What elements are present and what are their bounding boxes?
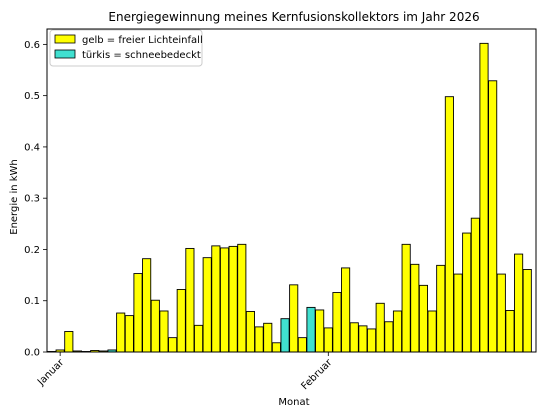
y-tick-label: 0.0 (24, 348, 40, 359)
bar (462, 232, 472, 353)
bar (444, 96, 454, 353)
y-tick-label: 0.3 (24, 194, 40, 205)
bar (297, 337, 307, 353)
y-tick-label: 0.2 (24, 245, 40, 256)
bar (401, 243, 411, 353)
bar (159, 310, 169, 353)
bar (410, 263, 420, 353)
bar (323, 327, 333, 353)
y-tick-label: 0.5 (24, 91, 40, 102)
bar (315, 309, 325, 353)
bar (116, 312, 126, 353)
bar (280, 318, 290, 353)
y-tick-label: 0.6 (24, 40, 40, 51)
bar (185, 247, 195, 353)
bar (427, 310, 437, 353)
bar (436, 264, 446, 353)
bar (124, 315, 134, 353)
legend-box (49, 29, 203, 67)
bar (496, 273, 506, 353)
bar (505, 310, 515, 353)
bar (349, 322, 359, 353)
bar (193, 324, 204, 353)
bar (271, 342, 281, 353)
y-axis-label: Energie in kWh (9, 159, 20, 235)
bar (488, 80, 498, 353)
bar (150, 299, 160, 353)
bar (479, 42, 489, 353)
bar (514, 253, 524, 353)
bar (211, 245, 221, 353)
bar (375, 302, 385, 353)
bar (168, 337, 178, 353)
bar (263, 322, 273, 353)
bar (392, 310, 403, 353)
bar (64, 331, 74, 353)
bar (470, 217, 480, 353)
bar (245, 311, 256, 353)
y-tick-label: 0.4 (24, 142, 40, 153)
bar (176, 289, 186, 353)
bar (306, 306, 316, 353)
legend-swatch-yellow (54, 34, 76, 44)
bar (254, 326, 264, 353)
legend-entry-turquoise: türkis = schneebedeckt (82, 50, 201, 61)
bar (142, 258, 152, 353)
x-axis-label: Monat (278, 397, 309, 408)
bar (289, 284, 299, 353)
bar (522, 269, 532, 353)
legend-entry-yellow: gelb = freier Lichteinfall (82, 35, 203, 46)
bar (219, 247, 230, 353)
bar (358, 325, 368, 353)
bar (341, 267, 351, 353)
bar (133, 273, 143, 353)
bar (228, 245, 238, 353)
bar (453, 273, 463, 353)
bar (237, 243, 247, 353)
chart-title: Energiegewinnung meines Kernfusionskolle… (108, 10, 479, 24)
y-tick-label: 0.1 (24, 296, 40, 307)
axes-frame (46, 28, 537, 353)
bar (384, 321, 394, 353)
bar (367, 328, 377, 353)
legend-swatch-turquoise (54, 49, 76, 59)
legend: gelb = freier Lichteinfall türkis = schn… (49, 29, 203, 67)
bar (418, 284, 429, 353)
bar (332, 292, 342, 353)
bar (202, 257, 212, 353)
